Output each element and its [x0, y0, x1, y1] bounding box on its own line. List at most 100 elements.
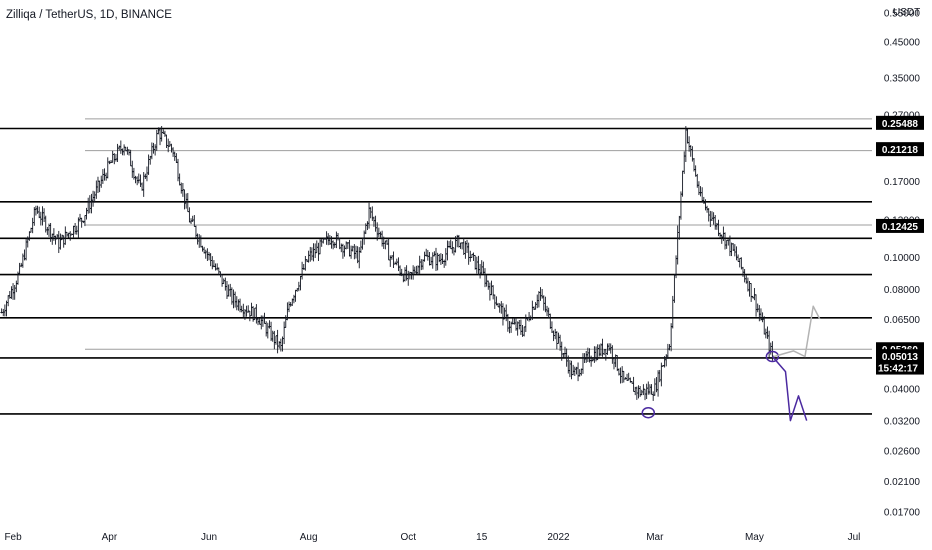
x-tick-label: Apr: [102, 532, 118, 543]
candle: [6, 295, 10, 307]
candle: [516, 321, 519, 336]
x-tick-label: Jul: [848, 532, 861, 543]
candle: [687, 136, 691, 152]
candle: [568, 360, 572, 378]
candle: [457, 234, 461, 248]
candle: [62, 235, 65, 248]
candle: [152, 142, 155, 154]
candle: [619, 367, 622, 384]
candle: [762, 316, 766, 335]
candle: [428, 251, 431, 266]
candle: [599, 343, 603, 357]
candle: [534, 302, 537, 310]
candle: [694, 165, 697, 177]
candle: [255, 304, 258, 324]
candle: [343, 245, 346, 257]
y-tick-label: 0.03200: [884, 417, 921, 428]
candle: [648, 384, 652, 395]
candle: [473, 255, 477, 270]
candle: [336, 232, 340, 241]
candle: [31, 217, 34, 234]
candle: [294, 289, 297, 302]
candle: [645, 383, 648, 399]
candle: [268, 320, 271, 329]
candle: [228, 283, 232, 297]
y-tick-label: 0.06500: [884, 315, 921, 326]
price-label-bg: [876, 142, 924, 157]
candle: [611, 345, 614, 364]
candle: [289, 302, 292, 307]
candle: [377, 227, 381, 237]
candle: [527, 311, 531, 322]
candle: [384, 240, 387, 250]
candle: [517, 319, 521, 330]
candle: [423, 251, 426, 262]
price-label-text: 0.21218: [882, 145, 919, 156]
candle: [242, 303, 245, 318]
candle: [651, 391, 655, 401]
candle: [264, 321, 268, 337]
candle: [486, 280, 490, 290]
candle: [50, 233, 54, 245]
y-tick-label: 0.17000: [884, 177, 921, 188]
candle: [449, 239, 452, 250]
candle: [210, 256, 214, 270]
candle: [622, 370, 626, 383]
candle: [713, 215, 717, 230]
candle: [557, 332, 560, 344]
candle: [171, 147, 175, 157]
candle: [725, 239, 728, 249]
candle: [269, 321, 273, 342]
candle: [119, 140, 123, 154]
candle: [32, 207, 36, 226]
candle: [339, 243, 343, 253]
candle: [467, 242, 470, 265]
candle: [537, 291, 541, 308]
candle: [214, 263, 217, 271]
candle: [111, 150, 114, 163]
candle: [313, 243, 317, 258]
candle: [578, 369, 582, 377]
candle: [723, 232, 727, 250]
y-tick-label: 0.08000: [884, 285, 921, 296]
candle: [232, 289, 235, 309]
candle: [168, 141, 172, 147]
candle: [397, 257, 400, 272]
candle: [637, 385, 640, 399]
candle: [18, 262, 21, 276]
candle: [710, 211, 714, 222]
candle: [98, 180, 101, 193]
x-tick-label: May: [745, 532, 764, 543]
candle: [411, 265, 415, 280]
candle: [553, 328, 557, 340]
candle: [258, 318, 261, 325]
candle: [282, 321, 286, 345]
candle: [475, 256, 479, 274]
candle: [460, 242, 464, 250]
candle: [426, 249, 430, 261]
price-label-text: 0.05013: [882, 352, 919, 363]
y-tick-label: 0.55000: [884, 8, 921, 19]
candle: [769, 342, 773, 355]
candle: [114, 153, 118, 162]
candle: [640, 389, 644, 396]
candle: [356, 246, 359, 264]
currency-unit: USDT: [893, 7, 921, 18]
candle: [209, 253, 212, 267]
price-label-bg: [876, 115, 924, 130]
candle: [733, 244, 737, 257]
price-label-text: 0.12425: [882, 222, 919, 233]
candle: [137, 173, 141, 184]
price-axis: 0.550000.450000.350000.270000.210000.170…: [876, 8, 924, 518]
y-tick-label: 0.10000: [884, 253, 921, 264]
candle: [593, 346, 596, 363]
annotation-projection_down_up: [771, 356, 808, 422]
candle: [754, 294, 758, 317]
candle: [374, 215, 377, 232]
candle: [766, 326, 769, 339]
candle: [170, 143, 173, 153]
candle: [602, 349, 606, 356]
candle: [88, 195, 92, 214]
candle: [199, 235, 203, 248]
